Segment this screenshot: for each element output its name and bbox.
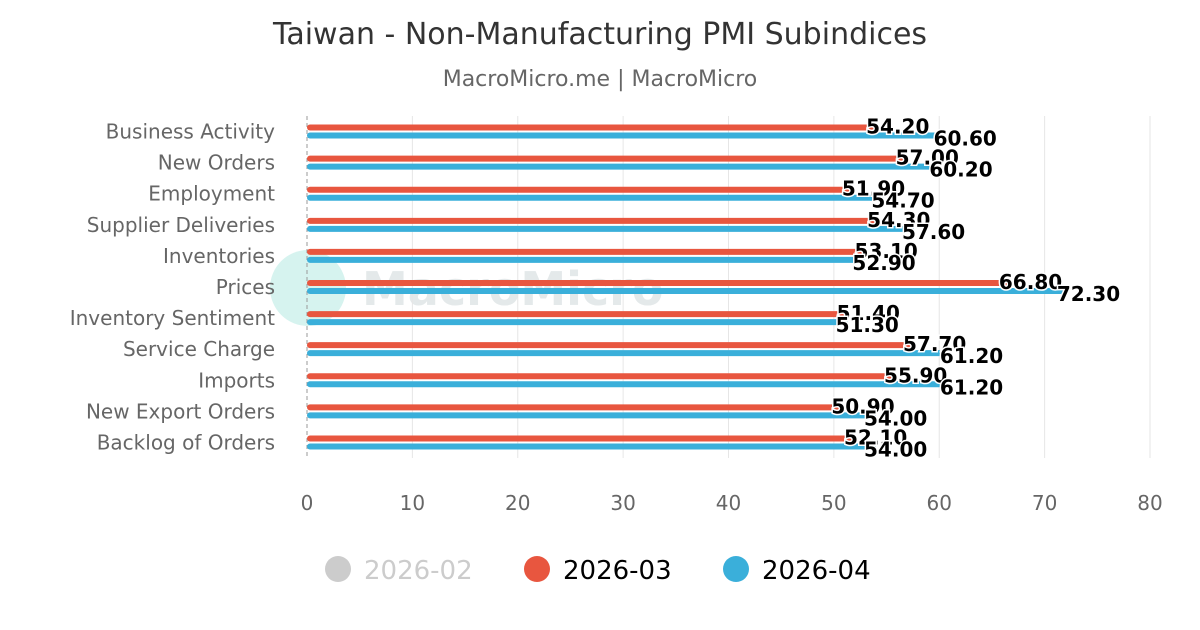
data-label-2026-03: 50.90 bbox=[831, 394, 894, 418]
bar-2026-03[interactable] bbox=[307, 124, 879, 131]
x-tick-label: 10 bbox=[400, 491, 425, 515]
x-tick-label: 30 bbox=[610, 491, 635, 515]
legend-item-2026-02[interactable]: 2026-02 bbox=[325, 556, 473, 586]
data-label-2026-04: 61.20 bbox=[940, 344, 1003, 368]
bar-2026-04[interactable] bbox=[307, 194, 884, 201]
data-label-2026-03: 55.90 bbox=[884, 363, 947, 387]
bar-2026-03[interactable] bbox=[307, 311, 849, 318]
category-label: Business Activity bbox=[106, 120, 276, 144]
x-tick-label: 50 bbox=[821, 491, 846, 515]
category-label: Imports bbox=[198, 368, 275, 392]
category-label: Employment bbox=[148, 182, 275, 206]
bar-2026-04[interactable] bbox=[307, 288, 1069, 294]
legend-marker-2026-03 bbox=[524, 556, 550, 582]
data-label-2026-03: 66.80 bbox=[999, 270, 1062, 294]
bar-2026-03[interactable] bbox=[307, 248, 867, 255]
bar-2026-04[interactable] bbox=[307, 132, 946, 139]
x-axis-ticks: 0 10 20 30 40 50 60 70 80 bbox=[301, 491, 1163, 515]
bar-2026-03[interactable] bbox=[307, 404, 844, 411]
bars bbox=[307, 124, 1069, 450]
chart-subtitle: MacroMicro.me | MacroMicro bbox=[443, 67, 758, 92]
bar-2026-04[interactable] bbox=[307, 163, 942, 170]
data-label-2026-04: 54.70 bbox=[871, 189, 934, 213]
legend-item-2026-04[interactable]: 2026-04 bbox=[723, 556, 871, 586]
category-labels: Business Activity New Orders Employment Sup… bbox=[70, 120, 275, 455]
category-label: Inventories bbox=[163, 244, 275, 268]
category-label: New Orders bbox=[158, 151, 275, 175]
data-label-2026-04: 54.00 bbox=[864, 406, 927, 430]
data-label-2026-03: 51.90 bbox=[842, 177, 905, 201]
category-label: New Export Orders bbox=[86, 399, 275, 423]
data-label-2026-04: 51.30 bbox=[836, 313, 899, 337]
data-label-2026-04: 52.90 bbox=[852, 251, 915, 275]
gridlines bbox=[306, 116, 1151, 458]
legend: 2026-02 2026-03 2026-04 bbox=[325, 556, 871, 586]
data-label-2026-03: 51.40 bbox=[837, 301, 900, 325]
data-label-2026-03: 54.30 bbox=[867, 208, 930, 232]
legend-label-2026-03: 2026-03 bbox=[563, 556, 672, 586]
data-label-2026-03: 52.10 bbox=[844, 425, 907, 449]
data-label-2026-04: 72.30 bbox=[1057, 282, 1120, 306]
legend-item-2026-03[interactable]: 2026-03 bbox=[524, 556, 672, 586]
bar-2026-03[interactable] bbox=[307, 155, 908, 162]
bar-2026-03[interactable] bbox=[307, 186, 854, 193]
watermark-logo-icon bbox=[270, 250, 346, 326]
data-label-2026-04: 60.20 bbox=[929, 158, 992, 182]
category-label: Service Charge bbox=[123, 337, 275, 361]
data-label-2026-03: 57.00 bbox=[896, 146, 959, 170]
bar-2026-04[interactable] bbox=[307, 350, 952, 357]
legend-label-2026-04: 2026-04 bbox=[762, 556, 871, 586]
data-label-2026-04: 60.60 bbox=[934, 127, 997, 151]
data-label-2026-03: 57.70 bbox=[903, 332, 966, 356]
bar-2026-03[interactable] bbox=[307, 217, 880, 224]
bar-2026-04[interactable] bbox=[307, 443, 877, 450]
x-tick-label: 60 bbox=[927, 491, 952, 515]
bar-2026-03[interactable] bbox=[307, 373, 897, 380]
bar-2026-04[interactable] bbox=[307, 225, 914, 232]
legend-marker-2026-04 bbox=[723, 556, 749, 582]
bar-2026-04[interactable] bbox=[307, 256, 865, 263]
data-label-2026-04: 54.00 bbox=[864, 437, 927, 461]
category-label: Supplier Deliveries bbox=[87, 213, 275, 237]
legend-marker-2026-02 bbox=[325, 556, 351, 582]
x-tick-label: 40 bbox=[716, 491, 741, 515]
bar-2026-04[interactable] bbox=[307, 412, 877, 419]
legend-label-2026-02: 2026-02 bbox=[364, 556, 473, 586]
x-tick-label: 0 bbox=[301, 491, 314, 515]
data-label-2026-04: 61.20 bbox=[940, 375, 1003, 399]
data-label-2026-03: 53.10 bbox=[855, 239, 918, 263]
data-label-2026-03: 54.20 bbox=[866, 115, 929, 139]
chart-title: Taiwan - Non-Manufacturing PMI Subindice… bbox=[272, 17, 927, 52]
category-label: Inventory Sentiment bbox=[70, 306, 275, 330]
category-label: Backlog of Orders bbox=[97, 430, 275, 454]
x-tick-label: 80 bbox=[1137, 491, 1162, 515]
bar-2026-03[interactable] bbox=[307, 435, 857, 442]
bar-2026-03[interactable] bbox=[307, 342, 916, 349]
data-label-2026-04: 57.60 bbox=[902, 220, 965, 244]
x-tick-label: 70 bbox=[1032, 491, 1057, 515]
x-tick-label: 20 bbox=[505, 491, 530, 515]
bar-2026-04[interactable] bbox=[307, 381, 952, 388]
bar-2026-03[interactable] bbox=[307, 280, 1011, 286]
category-label: Prices bbox=[216, 275, 275, 299]
bar-2026-04[interactable] bbox=[307, 319, 848, 326]
